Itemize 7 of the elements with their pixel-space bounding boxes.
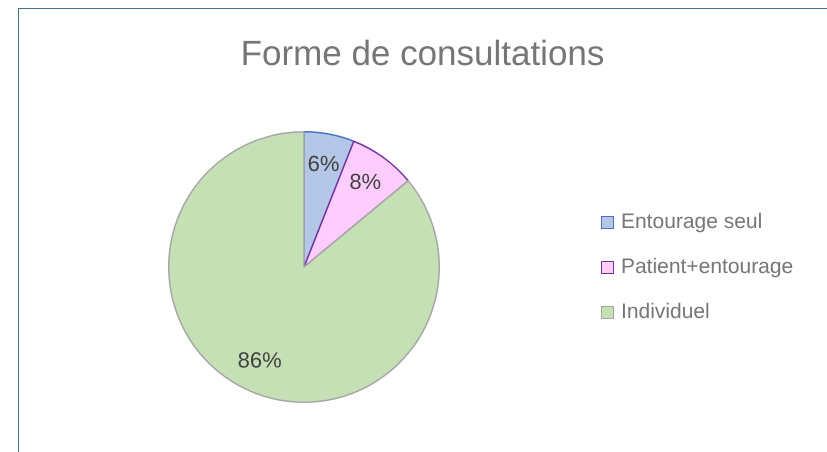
legend-label: Entourage seul bbox=[621, 210, 762, 234]
data-label: 86% bbox=[238, 347, 282, 372]
chart-title: Forme de consultations bbox=[240, 34, 606, 73]
data-label: 8% bbox=[349, 168, 382, 194]
legend-label: Individuel bbox=[621, 300, 710, 324]
legend-label: Patient+entourage bbox=[621, 255, 794, 279]
data-label: 6% bbox=[308, 150, 340, 176]
